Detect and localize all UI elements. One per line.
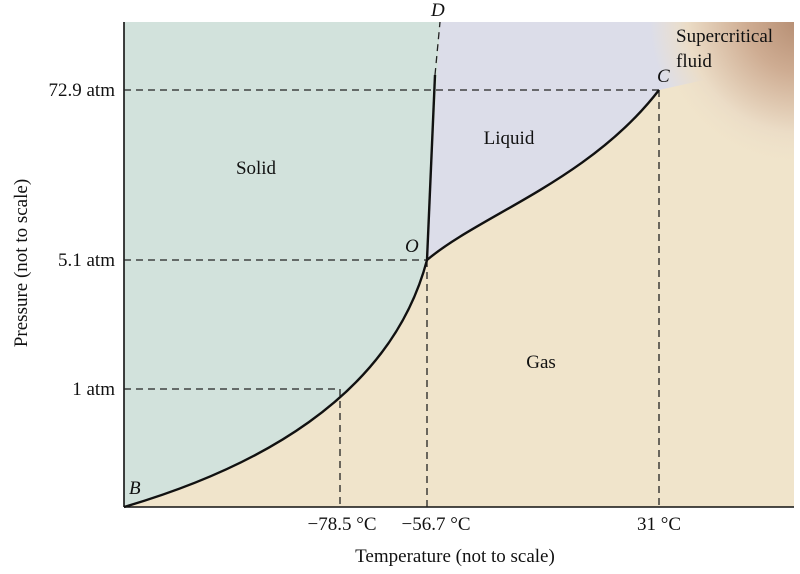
sublimation-curve-bo	[123, 259, 429, 509]
y-tick-1-atm: 1 atm	[72, 379, 115, 400]
solid-label: Solid	[236, 158, 277, 179]
gas-label: Gas	[526, 352, 556, 373]
x-tick-minus-78-5: −78.5 °C	[308, 514, 377, 535]
x-tick-31: 31 °C	[637, 514, 681, 535]
liquid-label: Liquid	[484, 128, 535, 149]
point-c-label: C	[657, 66, 670, 87]
vaporization-curve-oc	[426, 89, 660, 261]
y-axis-title: Pressure (not to scale)	[11, 179, 32, 347]
point-b-label: B	[129, 478, 141, 499]
od-line-extension	[434, 21, 441, 76]
supercritical-region	[600, 22, 794, 182]
x-axis-title: Temperature (not to scale)	[355, 546, 555, 567]
supercritical-label-line2: fluid	[676, 51, 712, 72]
liquid-region	[427, 22, 794, 260]
supercritical-label-line1: Supercritical	[676, 26, 773, 47]
point-d-label: D	[430, 0, 445, 21]
solid-region	[124, 22, 440, 507]
melting-curve-od	[425, 74, 437, 261]
y-tick-5-1-atm: 5.1 atm	[58, 250, 115, 271]
x-tick-minus-56-7: −56.7 °C	[402, 514, 471, 535]
y-tick-72-9-atm: 72.9 atm	[49, 80, 116, 101]
point-o-label: O	[405, 236, 419, 257]
